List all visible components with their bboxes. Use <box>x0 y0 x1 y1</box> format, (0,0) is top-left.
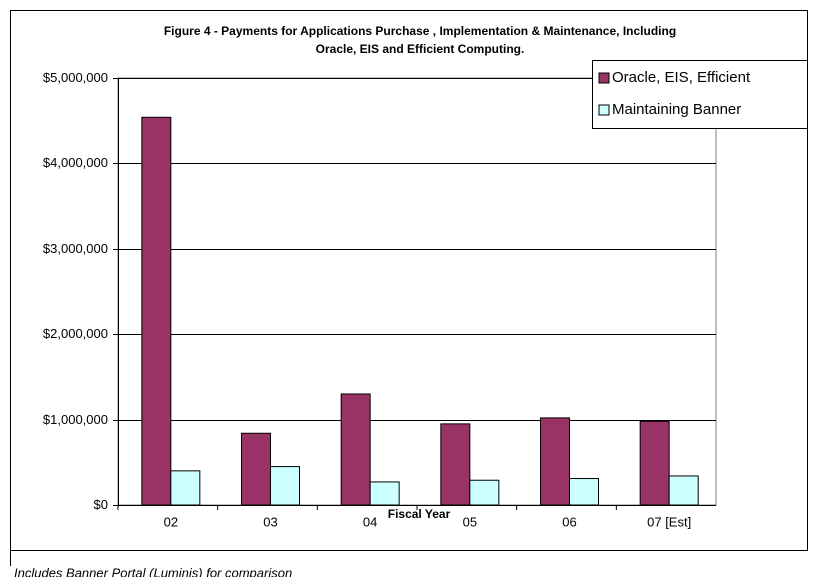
x-tick-label: 05 <box>463 514 477 529</box>
bar <box>340 393 371 506</box>
chart-border <box>10 10 808 551</box>
bar <box>241 432 271 506</box>
bar <box>469 479 500 506</box>
plot-area <box>117 77 717 506</box>
bar <box>141 116 172 506</box>
y-tick-label: $4,000,000 <box>43 155 108 170</box>
bar <box>440 423 471 506</box>
chart-title: Figure 4 - Payments for Applications Pur… <box>164 24 676 38</box>
bar <box>668 475 699 506</box>
x-tick-label: 02 <box>164 514 178 529</box>
y-tick-label: $3,000,000 <box>43 241 108 256</box>
bar <box>569 478 599 506</box>
bar <box>540 417 570 506</box>
bar <box>170 470 201 506</box>
x-axis-title: Fiscal Year <box>388 507 451 521</box>
x-tick-label: 06 <box>562 514 576 529</box>
legend-swatch <box>598 104 610 116</box>
legend-label: Oracle, EIS, Efficient <box>612 69 751 86</box>
bar <box>639 420 670 506</box>
legend <box>592 60 808 129</box>
y-tick-label: $0 <box>94 497 108 512</box>
y-tick-label: $5,000,000 <box>43 70 108 85</box>
legend-label: Maintaining Banner <box>612 101 741 118</box>
footnote: Includes Banner Portal (Luminis) for com… <box>14 565 292 577</box>
y-tick-label: $1,000,000 <box>43 412 108 427</box>
legend-swatch <box>598 72 610 84</box>
bar <box>270 466 300 506</box>
x-tick-label: 03 <box>263 514 277 529</box>
y-tick-label: $2,000,000 <box>43 326 108 341</box>
x-tick-label: 04 <box>363 514 377 529</box>
chart-title: Oracle, EIS and Efficient Computing. <box>316 42 525 56</box>
bar <box>369 481 400 506</box>
x-tick-label: 07 [Est] <box>647 514 691 529</box>
